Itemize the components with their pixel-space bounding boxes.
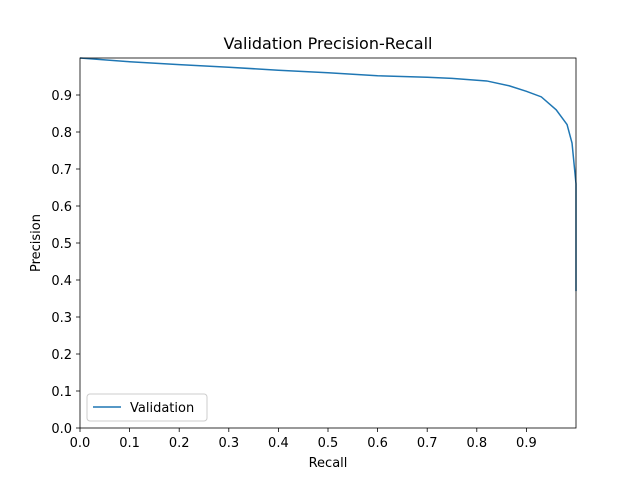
plot-frame — [79, 57, 577, 429]
x-tick-label: 0.3 — [218, 436, 239, 451]
legend-box — [86, 393, 208, 422]
chart-title: Validation Precision-Recall — [224, 34, 433, 53]
y-tick-label: 0.7 — [51, 163, 72, 178]
x-tick-label: 0.0 — [70, 436, 91, 451]
x-tick-label: 0.7 — [417, 436, 438, 451]
y-tick-label: 0.0 — [51, 422, 72, 437]
legend-label-validation: Validation — [130, 401, 194, 416]
y-tick-label: 0.5 — [51, 237, 72, 252]
y-tick-label: 0.3 — [51, 311, 72, 326]
y-axis-label: Precision — [29, 214, 44, 272]
y-tick-label: 0.6 — [51, 200, 72, 215]
x-tick-label: 0.6 — [367, 436, 388, 451]
legend: Validation — [86, 393, 208, 422]
y-axis-ticks: 0.0 0.1 0.2 0.3 0.4 0.5 0.6 0.7 0.8 0.9 — [51, 89, 80, 437]
x-tick-label: 0.5 — [318, 436, 339, 451]
x-tick-label: 0.2 — [169, 436, 190, 451]
y-tick-label: 0.4 — [51, 274, 72, 289]
y-tick-label: 0.1 — [51, 385, 72, 400]
x-tick-label: 0.1 — [119, 436, 140, 451]
x-tick-label: 0.9 — [516, 436, 537, 451]
x-axis-label: Recall — [309, 456, 348, 471]
y-tick-label: 0.8 — [51, 126, 72, 141]
x-axis-ticks: 0.0 0.1 0.2 0.3 0.4 0.5 0.6 0.7 0.8 0.9 — [70, 428, 537, 451]
series-line-validation — [79, 57, 577, 292]
y-tick-label: 0.9 — [51, 89, 72, 104]
x-tick-label: 0.8 — [466, 436, 487, 451]
x-tick-label: 0.4 — [268, 436, 289, 451]
y-tick-label: 0.2 — [51, 348, 72, 363]
